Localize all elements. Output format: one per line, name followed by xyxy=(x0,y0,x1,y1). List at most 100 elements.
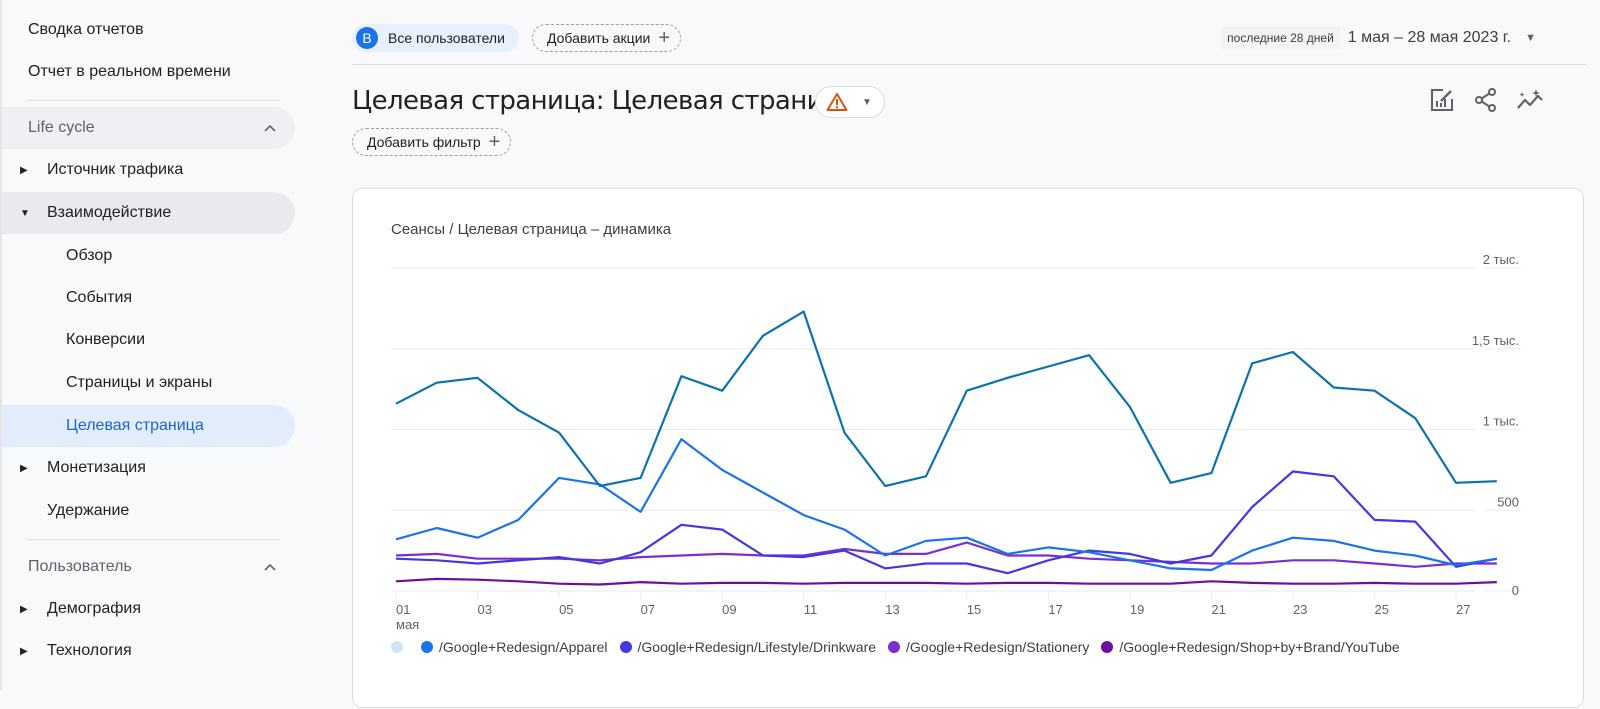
dropdown-arrow-icon: ▼ xyxy=(862,96,872,108)
x-axis-label: 27 xyxy=(1456,602,1470,617)
report-toolbar xyxy=(1428,86,1544,114)
x-axis-label: 15 xyxy=(967,602,981,617)
sidebar-item-retention[interactable]: Удержание xyxy=(2,490,295,532)
x-axis-label: 19 xyxy=(1130,602,1144,617)
legend-item[interactable]: /Google+Redesign/Shop+by+Brand/YouTube xyxy=(1101,639,1400,655)
sidebar-item-landing-page[interactable]: Целевая страница xyxy=(2,405,295,447)
sidebar-item-label: Взаимодействие xyxy=(47,204,172,221)
x-axis-label: 09 xyxy=(722,602,736,617)
legend-label: /Google+Redesign/Lifestyle/Drinkware xyxy=(637,639,877,655)
sidebar-item-events[interactable]: События xyxy=(2,277,295,319)
series-line-total[interactable] xyxy=(395,310,1497,488)
add-filter-button[interactable]: Добавить фильтр + xyxy=(352,128,512,156)
legend-dot-icon xyxy=(888,641,901,653)
sidebar-section-label: Пользователь xyxy=(28,558,132,575)
insights-icon xyxy=(1517,89,1543,109)
divider xyxy=(28,100,280,101)
add-comparison-button[interactable]: Добавить акции + xyxy=(532,24,682,52)
sidebar-item-reports-snapshot[interactable]: Сводка отчетов xyxy=(2,9,295,51)
sidebar-item-label: Обзор xyxy=(66,247,113,264)
x-axis-label: 11 xyxy=(804,602,818,617)
plus-icon: + xyxy=(488,131,501,153)
add-filter-label: Добавить фильтр xyxy=(367,134,481,150)
x-axis-label: мая xyxy=(396,617,419,632)
x-axis-label: 25 xyxy=(1374,602,1388,617)
sidebar-section-label: Life cycle xyxy=(28,119,95,136)
sidebar-item-engagement[interactable]: ▼ Взаимодействие xyxy=(2,192,295,234)
x-axis-label: 03 xyxy=(478,602,492,617)
sidebar-item-label: Конверсии xyxy=(66,331,146,348)
divider xyxy=(28,539,280,540)
segment-badge: B xyxy=(356,27,378,49)
series-line-apparel[interactable] xyxy=(395,438,1497,572)
legend-dot-icon xyxy=(391,641,403,653)
add-comparison-label: Добавить акции xyxy=(547,30,651,46)
legend-dot-icon xyxy=(1101,641,1114,653)
edit-report-button[interactable] xyxy=(1428,86,1456,114)
legend-item[interactable] xyxy=(391,641,409,653)
sidebar-section-user[interactable]: Пользователь xyxy=(2,546,295,588)
date-range-text: 1 мая – 28 мая 2023 г. xyxy=(1347,29,1512,46)
x-axis-label: 21 xyxy=(1211,602,1225,617)
sidebar-item-monetization[interactable]: ▶ Монетизация xyxy=(2,447,295,489)
sidebar-item-traffic-source[interactable]: ▶ Источник трафика xyxy=(2,149,295,191)
legend-dot-icon xyxy=(619,641,632,653)
y-axis-label: 0 xyxy=(1512,583,1519,598)
sidebar-section-life-cycle[interactable]: Life cycle xyxy=(2,107,295,149)
sidebar-item-label: Монетизация xyxy=(47,459,146,476)
sidebar-item-tech[interactable]: ▶ Технология xyxy=(2,630,295,672)
legend-label: /Google+Redesign/Shop+by+Brand/YouTube xyxy=(1119,639,1400,655)
warning-icon xyxy=(826,93,848,111)
legend-label: /Google+Redesign/Stationery xyxy=(906,639,1090,655)
sidebar-item-conversions[interactable]: Конверсии xyxy=(2,319,295,361)
legend-item[interactable]: /Google+Redesign/Stationery xyxy=(888,639,1089,655)
segment-chip-all-users[interactable]: B Все пользователи xyxy=(352,24,519,52)
plus-icon: + xyxy=(658,27,671,49)
caret-right-icon: ▶ xyxy=(20,645,28,657)
sidebar-item-label: Удержание xyxy=(47,502,130,519)
chart-title: Сеансы / Целевая страница – динамика xyxy=(391,221,672,238)
sidebar-item-label: Страницы и экраны xyxy=(66,374,213,391)
sidebar-item-pages-screens[interactable]: Страницы и экраны xyxy=(2,362,295,404)
chart-legend: /Google+Redesign/Apparel/Google+Redesign… xyxy=(391,639,1412,655)
legend-item[interactable]: /Google+Redesign/Apparel xyxy=(421,639,608,655)
series-line-youtube[interactable] xyxy=(395,577,1497,586)
series-line-drinkware[interactable] xyxy=(395,470,1498,575)
caret-right-icon: ▶ xyxy=(20,603,28,615)
chevron-up-icon xyxy=(264,124,276,132)
sidebar-item-label: Демография xyxy=(47,600,142,617)
date-range-picker[interactable]: последние 28 дней 1 мая – 28 мая 2023 г.… xyxy=(1221,27,1536,49)
date-preset-tag: последние 28 дней xyxy=(1221,27,1340,49)
caret-right-icon: ▶ xyxy=(20,462,28,474)
share-button[interactable] xyxy=(1472,86,1500,114)
x-axis-label: 01 xyxy=(396,602,410,617)
sidebar-item-overview[interactable]: Обзор xyxy=(2,235,295,277)
chevron-up-icon xyxy=(264,563,276,571)
sidebar-item-label: Технология xyxy=(47,642,132,659)
caret-right-icon: ▶ xyxy=(20,164,28,176)
legend-dot-icon xyxy=(421,641,433,653)
sidebar-item-demographics[interactable]: ▶ Демография xyxy=(2,588,295,630)
y-axis-label: 1,5 тыс. xyxy=(1472,333,1519,348)
caret-down-icon: ▼ xyxy=(20,207,30,219)
segment-label: Все пользователи xyxy=(388,30,505,46)
sidebar-item-label: События xyxy=(66,289,133,306)
sidebar-item-label: Отчет в реальном времени xyxy=(28,63,231,80)
legend-label: /Google+Redesign/Apparel xyxy=(439,639,608,655)
legend-item[interactable]: /Google+Redesign/Lifestyle/Drinkware xyxy=(619,639,877,655)
x-axis-label: 05 xyxy=(559,602,573,617)
edit-report-icon xyxy=(1431,89,1453,111)
insights-button[interactable] xyxy=(1516,86,1544,114)
x-axis-label: 17 xyxy=(1048,602,1062,617)
sidebar-item-label: Сводка отчетов xyxy=(28,21,144,38)
page-title: Целевая страница: Целевая страница xyxy=(352,86,856,116)
y-axis-label: 2 тыс. xyxy=(1483,252,1519,267)
share-icon xyxy=(1475,88,1496,112)
sidebar-item-realtime[interactable]: Отчет в реальном времени xyxy=(2,51,295,93)
x-axis-label: 23 xyxy=(1293,602,1307,617)
sidebar-item-label: Целевая страница xyxy=(66,417,204,434)
dropdown-arrow-icon: ▼ xyxy=(1525,32,1536,44)
data-quality-warning-button[interactable]: ▼ xyxy=(815,86,885,118)
x-axis-label: 07 xyxy=(641,602,655,617)
